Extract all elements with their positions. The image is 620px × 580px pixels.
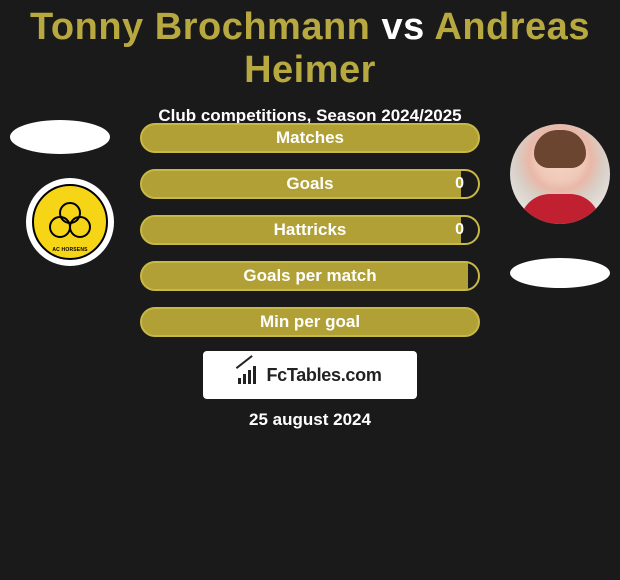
stat-bar-label: Hattricks — [274, 220, 347, 240]
title-player-left: Tonny Brochmann — [30, 6, 370, 48]
stat-bar: Min per goal — [140, 307, 480, 337]
brand-badge: FcTables.com — [203, 351, 417, 399]
stat-bar-right-value: 0 — [455, 175, 464, 193]
stat-bar: Matches — [140, 123, 480, 153]
player-left-avatar-placeholder — [10, 120, 110, 154]
club-rings-icon — [50, 204, 90, 240]
title-vs: vs — [381, 6, 424, 48]
stat-bar-right-value: 0 — [455, 221, 464, 239]
stat-bars: Matches Goals 0 Hattricks 0 Goals per match Mi… — [140, 123, 480, 353]
stat-bar-label: Min per goal — [260, 312, 360, 332]
stat-bar: Goals 0 — [140, 169, 480, 199]
date: 25 august 2024 — [0, 410, 620, 430]
page-title: Tonny Brochmann vs Andreas Heimer — [0, 0, 620, 92]
stat-bar-label: Matches — [276, 128, 344, 148]
player-right-avatar — [510, 124, 610, 224]
stat-bar-label: Goals — [286, 174, 333, 194]
bar-chart-icon — [238, 366, 260, 384]
stat-bar: Hattricks 0 — [140, 215, 480, 245]
stat-bar: Goals per match — [140, 261, 480, 291]
brand-text: FcTables.com — [266, 365, 381, 386]
club-name: AC HORSENS — [52, 247, 87, 253]
club-badge-inner: AC HORSENS — [32, 184, 108, 260]
stat-bar-label: Goals per match — [243, 266, 376, 286]
player-left-club-badge: AC HORSENS — [26, 178, 114, 266]
player-right-club-placeholder — [510, 258, 610, 288]
